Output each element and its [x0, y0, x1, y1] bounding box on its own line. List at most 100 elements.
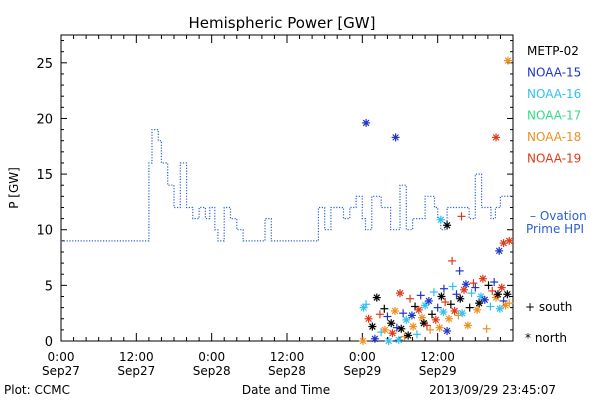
point-stroke [505, 237, 513, 245]
south-point [505, 299, 514, 308]
x-axis-label: Date and Time [242, 383, 330, 397]
north-point [372, 293, 381, 302]
point-stroke [387, 319, 395, 327]
north-point [497, 283, 506, 292]
point-stroke [492, 134, 500, 141]
point-stroke [432, 316, 440, 324]
south-point [471, 283, 480, 292]
point-stroke [391, 307, 399, 315]
point-stroke [481, 296, 489, 304]
south-point [380, 304, 389, 313]
y-tick-label: 10 [36, 224, 53, 239]
point-stroke [408, 312, 416, 319]
north-point [364, 314, 373, 323]
north-point [380, 325, 389, 334]
north-point [436, 215, 445, 224]
south-point [412, 330, 421, 339]
south-point [383, 312, 392, 321]
y-tick-label: 20 [36, 112, 53, 127]
north-point [417, 313, 426, 322]
north-point [402, 315, 411, 324]
north-point [396, 289, 404, 298]
point-stroke [462, 280, 470, 288]
south-point [406, 294, 415, 303]
south-point [433, 303, 442, 312]
south-point [362, 300, 371, 309]
y-tick-label: 5 [45, 279, 53, 294]
point-stroke [436, 324, 443, 331]
x-tick-time: 0:00 [349, 350, 376, 364]
x-tick-time: 0:00 [48, 350, 75, 364]
north-point [480, 295, 489, 304]
south-point [429, 288, 438, 297]
north-point [414, 305, 423, 314]
north-point [362, 118, 371, 127]
y-tick-label: 15 [36, 168, 53, 183]
north-point [460, 285, 469, 294]
south-point [488, 286, 497, 295]
south-point [426, 325, 435, 334]
point-stroke [498, 284, 506, 291]
north-point [391, 133, 400, 142]
x-tick-date: Sep28 [268, 364, 306, 378]
point-stroke [458, 309, 466, 317]
point-stroke [464, 322, 472, 329]
south-point [448, 282, 457, 291]
point-stroke [496, 305, 504, 313]
north-point [495, 304, 504, 313]
plot-frame [60, 34, 514, 342]
point-stroke [425, 297, 433, 305]
point-stroke [392, 134, 399, 141]
ovation-label: – Ovation [530, 209, 587, 223]
point-stroke [443, 327, 451, 335]
north-point [443, 221, 452, 230]
point-stroke [359, 337, 367, 345]
legend-entry: METP-02 [527, 44, 579, 58]
south-point [441, 298, 450, 307]
north-point [394, 335, 403, 344]
north-point [439, 308, 448, 317]
point-stroke [373, 294, 381, 301]
legend-entry: NOAA-19 [527, 152, 581, 166]
north-point [444, 314, 453, 323]
x-tick-date: Sep27 [117, 364, 155, 378]
x-tick-date: Sep27 [42, 364, 80, 378]
y-tick-label: 0 [45, 335, 53, 350]
north-point [431, 315, 440, 324]
point-stroke [479, 275, 487, 282]
north-point [503, 56, 512, 65]
point-stroke [504, 57, 512, 64]
point-stroke [420, 319, 428, 327]
point-stroke [385, 337, 393, 345]
point-stroke [371, 335, 379, 343]
north-point [390, 306, 399, 315]
north-point [492, 133, 501, 142]
point-stroke [437, 216, 445, 224]
north-point [370, 334, 379, 343]
plot-credit: Plot: CCMC [4, 383, 70, 397]
data-points [358, 56, 514, 345]
south-point [465, 303, 474, 312]
north-point [407, 311, 416, 320]
chart-title: Hemispheric Power [GW] [189, 14, 376, 32]
south-point [467, 289, 476, 298]
south-point [422, 321, 431, 330]
north-point [404, 331, 413, 340]
south-point [455, 266, 464, 275]
north-point [409, 322, 418, 331]
point-stroke [402, 316, 410, 324]
point-stroke [395, 336, 403, 344]
south-point [490, 278, 499, 287]
x-tick-date: Sep29 [343, 364, 381, 378]
x-tick-date: Sep29 [419, 364, 457, 378]
legend: METP-02 NOAA-15 NOAA-16 NOAA-17 NOAA-18 NOAA-… [527, 44, 581, 166]
south-point [484, 281, 493, 290]
south-point [448, 256, 457, 265]
legend-entry: NOAA-17 [527, 109, 581, 123]
plot-timestamp: 2013/09/29 23:45:07 [429, 383, 556, 397]
south-point [469, 279, 478, 288]
north-point [478, 274, 487, 283]
point-stroke [494, 290, 502, 298]
north-point [495, 246, 504, 255]
legend-entry: NOAA-18 [527, 130, 581, 144]
